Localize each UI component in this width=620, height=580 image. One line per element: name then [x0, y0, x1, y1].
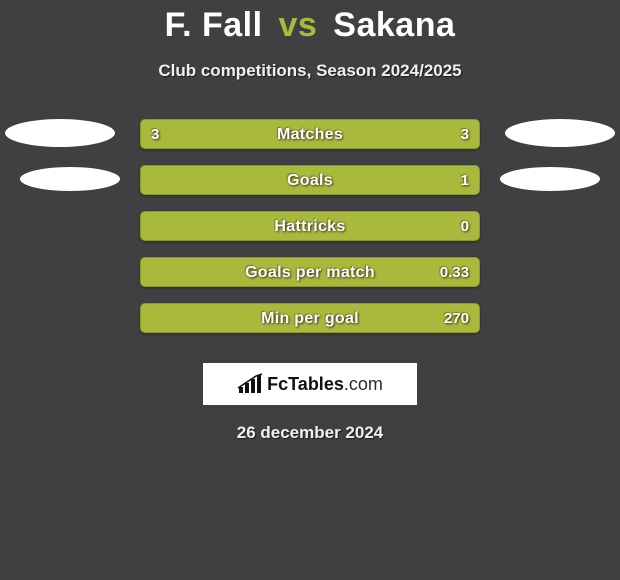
stat-right-value: 3: [461, 120, 469, 149]
stat-right-value: 270: [444, 304, 469, 333]
stat-right-value: 1: [461, 166, 469, 195]
player1-marker: [5, 119, 115, 147]
stat-bar: Hattricks0: [140, 211, 480, 241]
logo-box: FcTables.com: [203, 363, 417, 405]
stat-right-value: 0: [461, 212, 469, 241]
player2-marker: [500, 167, 600, 191]
stat-row: 3Matches3: [0, 119, 620, 165]
stat-label: Min per goal: [141, 304, 479, 333]
stat-label: Hattricks: [141, 212, 479, 241]
date-line: 26 december 2024: [0, 423, 620, 443]
stat-bar: Goals1: [140, 165, 480, 195]
player2-name: Sakana: [333, 6, 455, 44]
stat-row: Min per goal270: [0, 303, 620, 349]
stat-row: Goals per match0.33: [0, 257, 620, 303]
vs-label: vs: [273, 6, 324, 44]
stat-label: Goals: [141, 166, 479, 195]
comparison-infographic: F. Fall vs Sakana Club competitions, Sea…: [0, 0, 620, 580]
stat-bar: Min per goal270: [140, 303, 480, 333]
stat-label: Goals per match: [141, 258, 479, 287]
stat-bar: 3Matches3: [140, 119, 480, 149]
logo-text: FcTables.com: [267, 374, 383, 395]
stat-row: Goals1: [0, 165, 620, 211]
subtitle: Club competitions, Season 2024/2025: [0, 61, 620, 81]
stat-right-value: 0.33: [440, 258, 469, 287]
player2-marker: [505, 119, 615, 147]
chart-icon: [237, 373, 263, 395]
player1-marker: [20, 167, 120, 191]
page-title: F. Fall vs Sakana: [0, 0, 620, 45]
stat-label: Matches: [141, 120, 479, 149]
stat-row: Hattricks0: [0, 211, 620, 257]
stats-block: 3Matches3 Goals1 Hattricks0 Goals per match…: [0, 119, 620, 349]
logo-domain: .com: [344, 374, 383, 394]
stat-bar: Goals per match0.33: [140, 257, 480, 287]
player1-name: F. Fall: [165, 6, 263, 44]
logo-main: FcTables: [267, 374, 344, 394]
